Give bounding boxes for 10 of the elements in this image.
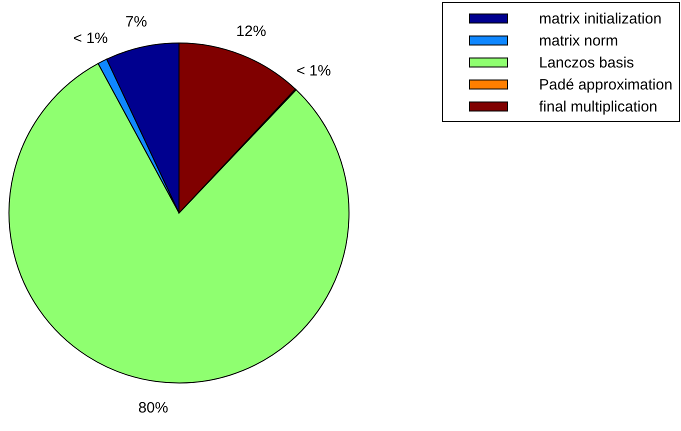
data-label: 7% bbox=[125, 14, 148, 31]
legend-label: Lanczos basis bbox=[539, 54, 634, 72]
legend-label: matrix initialization bbox=[539, 10, 662, 28]
data-label: < 1% bbox=[296, 62, 331, 80]
legend-label: Padé approximation bbox=[539, 76, 672, 94]
legend-label: final multiplication bbox=[539, 98, 658, 116]
legend-label: matrix norm bbox=[539, 32, 618, 50]
data-label: 80% bbox=[138, 399, 168, 416]
data-label: < 1% bbox=[73, 30, 108, 48]
data-label: 12% bbox=[236, 22, 266, 40]
